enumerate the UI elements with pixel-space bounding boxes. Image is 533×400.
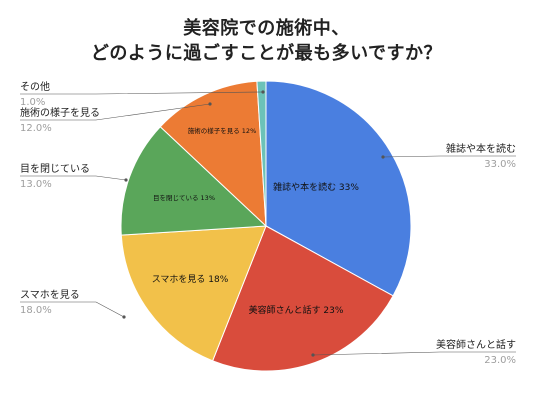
leader-dot-4	[208, 102, 212, 106]
leader-line-0	[382, 155, 516, 158]
leader-dot-5	[261, 90, 265, 94]
leader-dot-2	[122, 315, 126, 319]
external-label-1: 美容師さんと話す	[436, 338, 516, 351]
leader-line-2	[20, 301, 125, 318]
leader-line-5	[20, 91, 264, 95]
external-percent-0: 33.0%	[484, 159, 516, 170]
chart-title-line-1: 美容院での施術中、	[183, 18, 350, 39]
slice-label-3: 目を閉じている 13%	[153, 194, 215, 202]
slice-施術の様子を見る	[159, 80, 267, 228]
slice-label-1: 美容師さんと話す 23%	[249, 304, 344, 316]
slice-スマホを見る	[120, 225, 267, 362]
external-label-5: その他	[20, 80, 50, 93]
external-percent-2: 18.0%	[20, 305, 52, 316]
slice-目を閉じている	[120, 126, 268, 236]
external-percent-1: 23.0%	[484, 355, 516, 366]
external-label-0: 雑誌や本を読む	[446, 142, 516, 155]
external-label-2: スマホを見る	[20, 289, 80, 301]
slice-美容師さんと話す	[211, 225, 394, 372]
leader-dot-0	[381, 155, 385, 159]
leader-dot-3	[124, 178, 128, 182]
slice-label-2: スマホを見る 18%	[152, 274, 229, 285]
external-label-3: 目を閉じている	[20, 163, 90, 175]
leader-line-1	[312, 351, 516, 356]
external-percent-5: 1.0%	[20, 97, 45, 108]
leader-line-3	[20, 175, 127, 181]
external-percent-3: 13.0%	[20, 179, 52, 190]
slice-その他	[256, 80, 267, 227]
leader-dot-1	[311, 353, 315, 357]
slice-label-0: 雑誌や本を読む 33%	[273, 181, 359, 193]
external-label-4: 施術の様子を見る	[20, 106, 100, 119]
slice-label-4: 施術の様子を見る 12%	[188, 126, 257, 135]
leader-line-4	[20, 103, 211, 121]
chart-title-line-2: どのように過ごすことが最も多いですか？	[90, 43, 443, 64]
slice-雑誌や本を読む	[265, 80, 412, 297]
external-percent-4: 12.0%	[20, 123, 52, 134]
